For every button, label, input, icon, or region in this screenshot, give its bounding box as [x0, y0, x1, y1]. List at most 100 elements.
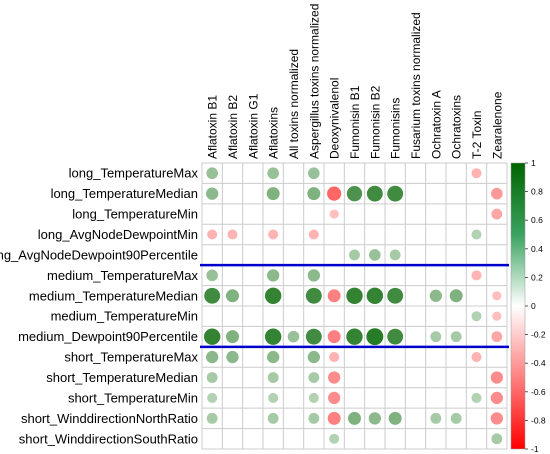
heatmap-cells — [203, 167, 503, 445]
correlation-circle — [226, 350, 239, 364]
correlation-circle — [346, 328, 363, 345]
correlation-circle — [206, 187, 219, 200]
correlation-circle — [346, 185, 363, 202]
row-label: medium_TemperatureMedian — [29, 288, 198, 303]
column-label: Aflatoxin B1 — [206, 95, 220, 159]
row-label: long_TemperatureMedian — [51, 186, 198, 201]
correlation-circle — [268, 229, 279, 240]
correlation-circle — [450, 331, 462, 343]
correlation-circle — [450, 412, 462, 424]
correlation-circle — [387, 287, 404, 304]
correlation-circle — [287, 330, 300, 343]
heatmap-grid — [201, 162, 508, 450]
row-label: long_TemperatureMin — [72, 207, 198, 222]
correlation-circle — [307, 350, 320, 364]
correlation-circle — [366, 287, 384, 304]
correlation-circle — [329, 433, 340, 444]
column-label: Deoxynivalenol — [328, 78, 342, 159]
correlation-circle — [491, 187, 503, 200]
correlation-circle — [307, 269, 320, 282]
correlation-circle — [266, 187, 280, 201]
colorbar-tick-label: -0.4 — [531, 358, 546, 368]
correlation-circle — [366, 328, 384, 346]
correlation-circle — [267, 412, 279, 424]
colorbar-tick-label: 0 — [531, 301, 536, 311]
row-label: short_TemperatureMax — [64, 350, 198, 365]
correlation-circle — [203, 328, 221, 345]
correlation-circle — [491, 433, 503, 445]
correlation-circle — [267, 269, 280, 282]
correlation-circle — [471, 352, 482, 363]
correlation-circle — [207, 229, 218, 240]
correlation-circle — [226, 289, 239, 303]
correlation-circle — [492, 311, 502, 321]
column-label: T-2 Toxin — [470, 111, 484, 159]
correlation-circle — [329, 209, 339, 219]
row-label: long_AvgNodeDewpointMin — [38, 227, 198, 242]
row-labels: long_TemperatureMax long_TemperatureMedia… — [0, 166, 198, 447]
colorbar-tick-label: 0.2 — [531, 272, 543, 282]
correlation-circle — [308, 392, 319, 403]
correlation-circle — [429, 289, 442, 302]
column-label: Aflatoxin G1 — [246, 93, 260, 159]
column-label: Aflatoxins — [267, 107, 281, 159]
correlation-circle — [267, 372, 279, 383]
correlation-circle — [204, 287, 221, 304]
correlation-circle — [346, 287, 363, 304]
correlation-circle — [491, 208, 503, 220]
row-label: short_WinddirectionNorthRatio — [21, 411, 198, 426]
correlation-circle — [206, 412, 218, 424]
correlation-circle — [329, 352, 340, 363]
correlation-circle — [206, 269, 218, 282]
row-label: medium_TemperatureMin — [51, 309, 198, 324]
correlation-circle — [430, 331, 442, 343]
column-label: Ochratoxins — [450, 95, 464, 159]
colorbar-tick-label: 1 — [531, 158, 536, 168]
row-label: short_TemperatureMedian — [46, 370, 198, 385]
correlation-circle — [368, 412, 381, 425]
correlation-circle — [348, 411, 361, 425]
column-label: Ochratoxin A — [429, 90, 443, 159]
correlation-circle — [207, 392, 218, 403]
row-label: long_TemperatureMax — [69, 166, 199, 181]
row-label: medium_TemperatureMax — [47, 268, 199, 283]
row-label: medium_Dewpoint90Percentile — [18, 329, 198, 344]
correlation-circle — [308, 372, 320, 383]
correlation-circle — [327, 289, 341, 303]
correlation-circle — [471, 270, 482, 281]
correlation-circle — [308, 167, 320, 180]
correlation-circle — [490, 412, 503, 425]
colorbar: 1 0.8 0.6 0.4 0.2 0 -0.2 -0.4 -0.6 -0.8 -1 — [510, 158, 546, 454]
colorbar-tick-label: -0.2 — [531, 330, 546, 340]
column-label: Fumonisin B1 — [348, 85, 362, 159]
row-label: short_TemperatureMin — [68, 390, 198, 405]
correlation-circle — [387, 185, 404, 202]
colorbar-tick-label: 0.6 — [531, 215, 543, 225]
correlation-circle — [490, 371, 503, 384]
correlation-circle — [366, 185, 383, 202]
correlation-circle — [206, 350, 219, 364]
correlation-circle — [307, 187, 321, 201]
correlation-circle — [264, 328, 282, 345]
colorbar-tick-label: 0.8 — [531, 187, 543, 197]
correlation-circle — [471, 311, 482, 322]
correlation-circle — [328, 391, 341, 405]
correlation-circle — [389, 249, 401, 261]
column-labels: Aflatoxin B1 Aflatoxin B2 Aflatoxin G1 Afla… — [206, 4, 505, 159]
correlation-circle — [388, 411, 402, 425]
correlation-circle — [305, 328, 322, 345]
correlation-circle — [267, 350, 280, 364]
colorbar-tick-label: -0.8 — [531, 415, 546, 425]
correlation-circle — [308, 229, 319, 240]
column-label: Fumonisins — [389, 98, 403, 159]
column-label: All toxins normalized — [287, 49, 301, 159]
correlation-circle — [226, 330, 239, 344]
correlation-circle — [492, 291, 502, 301]
correlation-circle — [387, 328, 404, 345]
column-label: Fusarium toxins normalized — [409, 12, 423, 159]
group-separators — [200, 263, 509, 349]
row-label: short_WinddirectionSouthRatio — [19, 431, 198, 446]
correlation-circle — [227, 229, 238, 240]
colorbar-tick-label: 0.4 — [531, 244, 543, 254]
